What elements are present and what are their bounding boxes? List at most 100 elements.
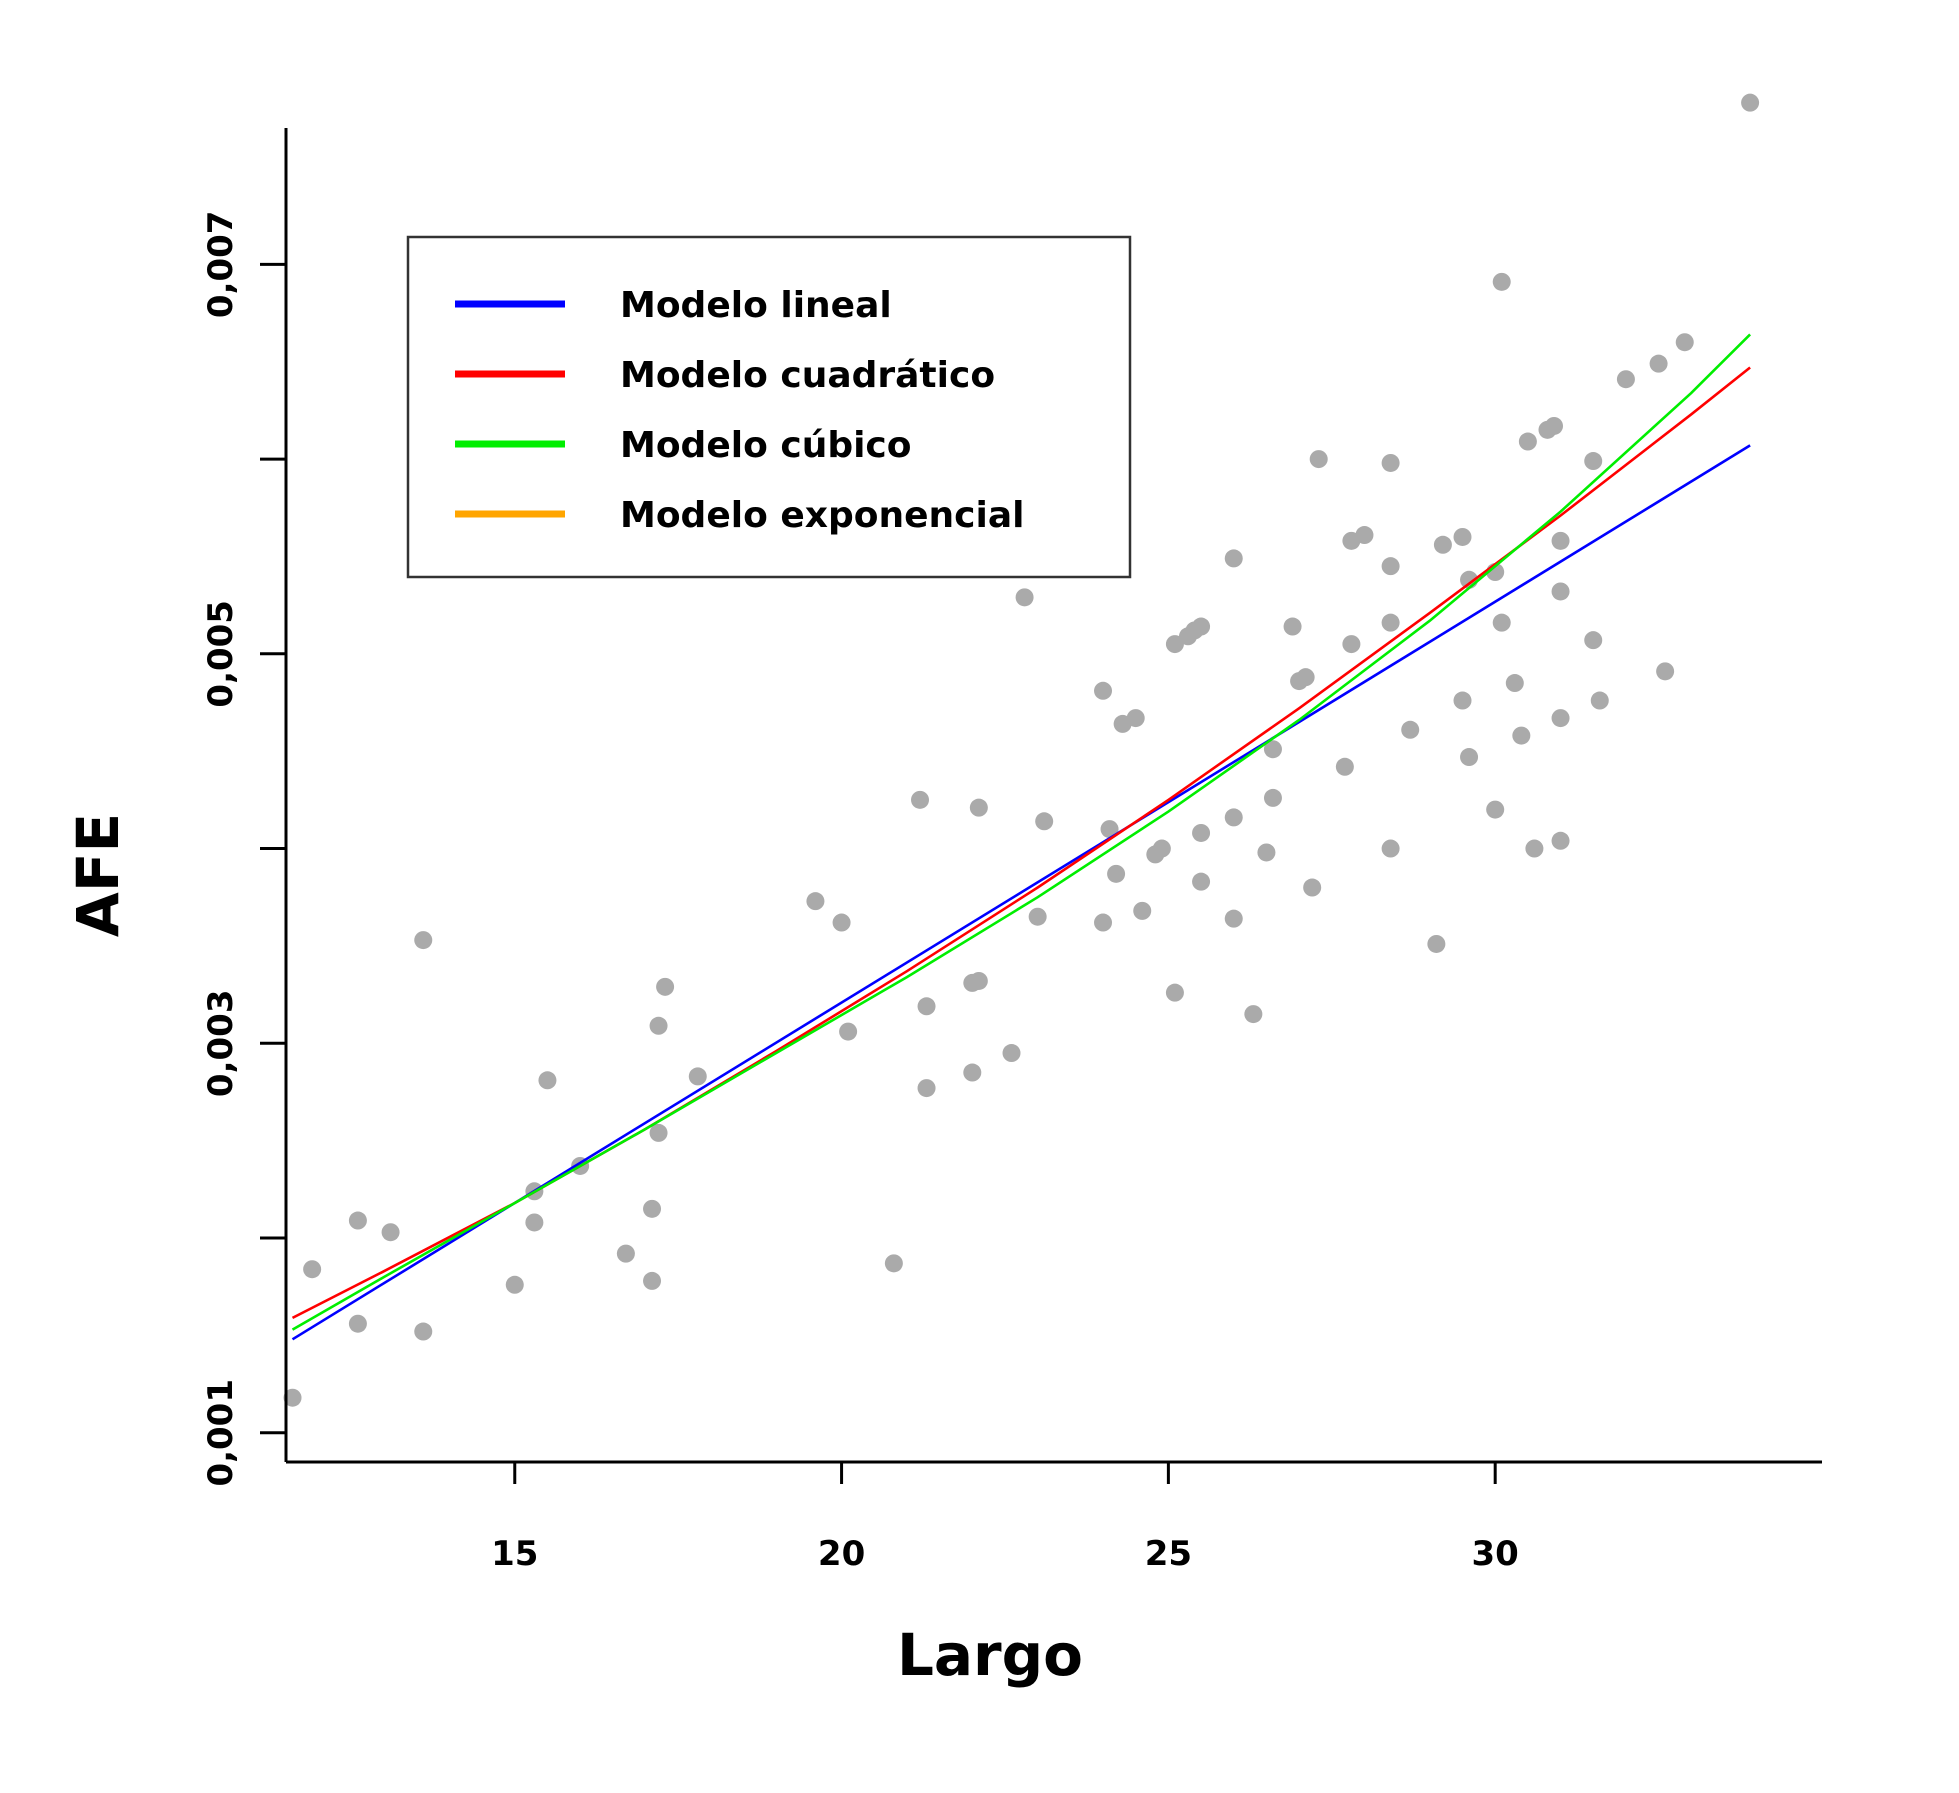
data-point	[1224, 909, 1243, 928]
data-points	[283, 93, 1760, 1407]
data-point	[911, 790, 930, 809]
x-axis-title: Largo	[897, 1621, 1083, 1689]
data-point	[616, 1244, 635, 1263]
data-point	[1649, 354, 1668, 373]
data-point	[1257, 843, 1276, 862]
y-tick-label: 0,001	[201, 1379, 241, 1487]
data-point	[1525, 839, 1544, 858]
data-point	[283, 1388, 302, 1407]
data-point	[649, 1123, 668, 1142]
data-point	[1453, 691, 1472, 710]
legend: Modelo lineal Modelo cuadrático Modelo cúb…	[406, 235, 1132, 579]
y-axis-title: AFE	[64, 813, 132, 937]
data-point	[1224, 549, 1243, 568]
data-point	[688, 1067, 707, 1086]
data-point	[414, 931, 433, 950]
data-point	[1355, 526, 1374, 545]
data-point	[656, 977, 675, 996]
data-point	[1100, 820, 1119, 839]
x-tick-label: 30	[1472, 1534, 1519, 1574]
data-point	[414, 1322, 433, 1341]
data-point	[643, 1199, 662, 1218]
data-point	[505, 1275, 524, 1294]
data-point	[1107, 864, 1126, 883]
y-tick-label: 0,005	[201, 600, 241, 708]
data-point	[1002, 1044, 1021, 1063]
data-point	[1427, 934, 1446, 953]
data-point	[1512, 726, 1531, 745]
data-point	[1656, 662, 1675, 681]
data-point	[917, 1079, 936, 1098]
data-point	[1453, 527, 1472, 546]
data-point	[348, 1211, 367, 1230]
data-point	[1460, 748, 1479, 767]
data-point	[917, 997, 936, 1016]
data-point	[1309, 450, 1328, 469]
data-point	[1584, 631, 1603, 650]
data-point	[1303, 878, 1322, 897]
data-point	[832, 913, 851, 932]
series-line	[291, 333, 1752, 1331]
x-tick-label: 15	[491, 1534, 538, 1574]
data-point	[1551, 831, 1570, 850]
data-point	[1192, 823, 1211, 842]
data-point	[1094, 913, 1113, 932]
data-point	[1015, 588, 1034, 607]
data-point	[969, 798, 988, 817]
y-axis-ticks: 0,001 0,003 0,005 0,007	[201, 211, 286, 1487]
data-point	[963, 1063, 982, 1082]
legend-label: Modelo lineal	[620, 285, 892, 326]
legend-label: Modelo cuadrático	[620, 355, 995, 396]
data-point	[1381, 613, 1400, 632]
data-point	[1551, 582, 1570, 601]
data-point	[1492, 272, 1511, 291]
data-point	[1263, 788, 1282, 807]
data-point	[1263, 740, 1282, 759]
data-point	[1165, 635, 1184, 654]
data-point	[643, 1271, 662, 1290]
data-point	[1028, 907, 1047, 926]
data-point	[1165, 983, 1184, 1002]
y-tick-label: 0,007	[201, 211, 241, 319]
data-point	[1616, 370, 1635, 389]
data-point	[1133, 901, 1152, 920]
data-point	[1192, 872, 1211, 891]
data-point	[1401, 720, 1420, 739]
legend-label: Modelo exponencial	[620, 495, 1024, 536]
data-point	[1741, 93, 1760, 112]
data-point	[1152, 839, 1171, 858]
x-tick-label: 20	[818, 1534, 865, 1574]
data-point	[1486, 800, 1505, 819]
data-point	[1518, 432, 1537, 451]
data-point	[1492, 613, 1511, 632]
data-point	[1545, 416, 1564, 435]
data-point	[649, 1016, 668, 1035]
x-axis-ticks: 15 20 25 30	[491, 1462, 1519, 1574]
data-point	[348, 1314, 367, 1333]
data-point	[1551, 709, 1570, 728]
data-point	[1551, 531, 1570, 550]
x-tick-label: 25	[1145, 1534, 1192, 1574]
data-point	[381, 1223, 400, 1242]
data-point	[1381, 453, 1400, 472]
data-point	[806, 892, 825, 911]
data-point	[1192, 617, 1211, 636]
data-point	[1381, 557, 1400, 576]
data-point	[1590, 691, 1609, 710]
data-point	[538, 1071, 557, 1090]
data-point	[1675, 333, 1694, 352]
y-tick-label: 0,003	[201, 990, 241, 1098]
data-point	[1283, 617, 1302, 636]
data-point	[525, 1213, 544, 1232]
legend-label: Modelo cúbico	[620, 425, 912, 466]
data-point	[1335, 757, 1354, 776]
data-point	[1584, 452, 1603, 471]
data-point	[1126, 709, 1145, 728]
data-point	[1224, 808, 1243, 827]
data-point	[1433, 535, 1452, 554]
data-point	[1244, 1005, 1263, 1024]
data-point	[1342, 635, 1361, 654]
data-point	[1381, 839, 1400, 858]
data-point	[969, 971, 988, 990]
